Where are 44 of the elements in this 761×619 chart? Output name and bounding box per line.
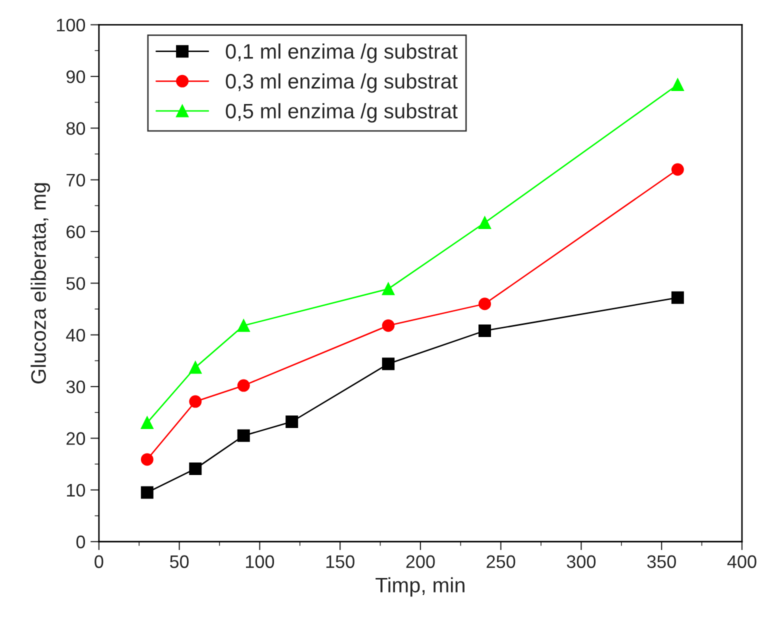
legend-label: 0,5 ml enzima /g substrat bbox=[226, 103, 458, 123]
point bbox=[237, 379, 250, 392]
point bbox=[382, 319, 395, 332]
y-tick-label: 30 bbox=[66, 380, 86, 394]
x-tick-label: 100 bbox=[246, 555, 274, 568]
y-tick-label: 50 bbox=[66, 277, 86, 290]
y-tick-label: 40 bbox=[66, 328, 86, 342]
point bbox=[189, 462, 202, 475]
y-axis-title: Glucoza eliberata, mg bbox=[30, 183, 50, 384]
point bbox=[189, 361, 202, 374]
point bbox=[237, 429, 250, 442]
point bbox=[478, 298, 492, 310]
x-tick-label: 50 bbox=[170, 555, 189, 568]
x-tick-label: 350 bbox=[647, 555, 676, 568]
point bbox=[671, 291, 684, 304]
x-tick-label: 300 bbox=[566, 555, 596, 568]
x-tick-label: 0 bbox=[94, 555, 104, 568]
point bbox=[382, 358, 395, 370]
y-tick-label: 0 bbox=[76, 536, 86, 548]
y-tick-label: 90 bbox=[66, 70, 86, 84]
x-axis-title: Timp, min bbox=[376, 577, 464, 597]
y-tick-label: 60 bbox=[66, 225, 86, 238]
point bbox=[671, 78, 684, 91]
x-tick-label: 150 bbox=[326, 555, 354, 568]
x-tick-label: 200 bbox=[406, 555, 435, 568]
legend-label: 0,1 ml enzima /g substrat bbox=[226, 44, 458, 63]
y-tick-label: 70 bbox=[66, 174, 86, 187]
point bbox=[286, 415, 298, 428]
point bbox=[382, 282, 395, 296]
point bbox=[671, 163, 684, 176]
point bbox=[189, 395, 202, 408]
point bbox=[237, 319, 250, 332]
y-tick-label: 80 bbox=[66, 122, 86, 135]
point bbox=[140, 486, 154, 499]
point bbox=[478, 216, 492, 229]
legend-label: 0,3 ml enzima /g substrat bbox=[226, 73, 458, 93]
point bbox=[478, 324, 492, 337]
y-tick-label: 100 bbox=[56, 18, 86, 32]
x-tick-label: 250 bbox=[486, 555, 516, 568]
y-tick-label: 10 bbox=[67, 484, 86, 497]
y-tick-label: 20 bbox=[66, 432, 86, 445]
x-tick-label: 400 bbox=[727, 555, 756, 568]
point bbox=[140, 416, 154, 429]
point bbox=[140, 453, 154, 466]
